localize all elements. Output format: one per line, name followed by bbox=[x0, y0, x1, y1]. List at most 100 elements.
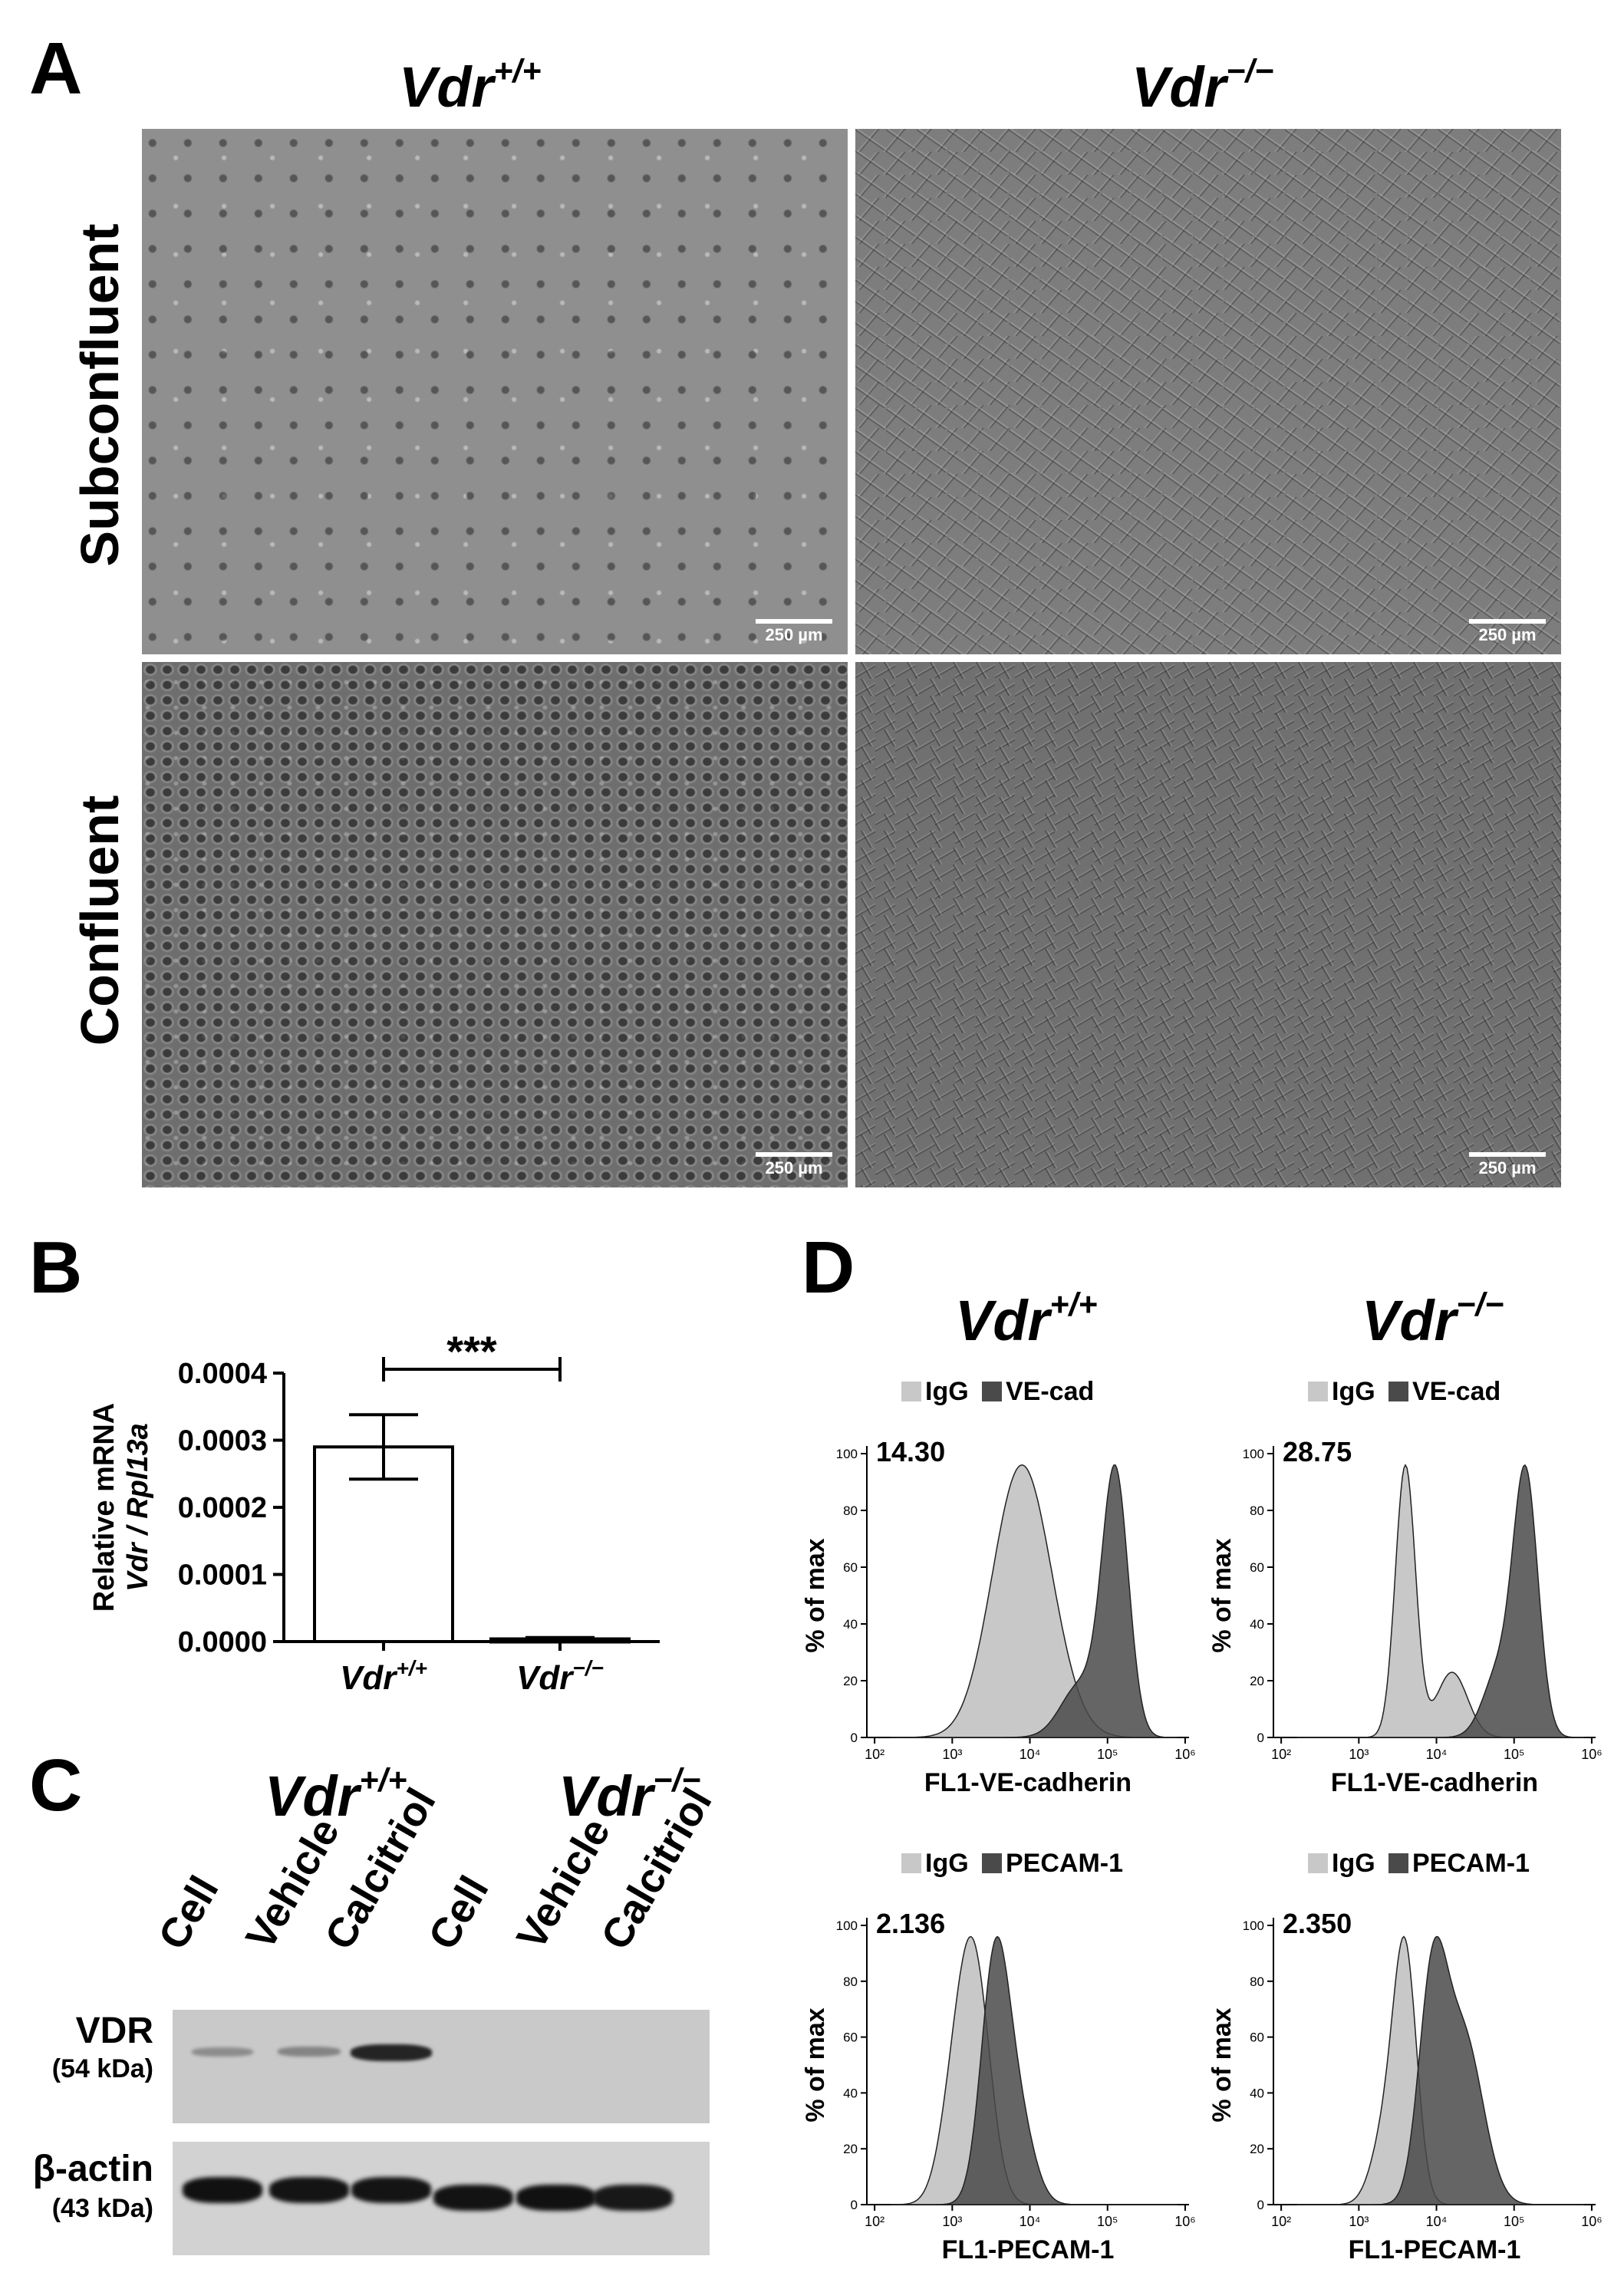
scale-bar: 250 µm bbox=[756, 1152, 832, 1178]
x-tick-label: 10⁶ bbox=[1581, 1747, 1602, 1762]
vdr-label: VDR bbox=[75, 2011, 153, 2051]
y-tick-label: 0.0000 bbox=[178, 1626, 267, 1658]
legend-igg: IgG bbox=[1332, 1849, 1375, 1878]
x-tick-label: 10⁶ bbox=[1174, 2214, 1195, 2229]
histogram-pecam-ko: IgG PECAM-1 0 20 40 60 80 100 10² 10³ 10⁴ 10⁵ 10⁶ % o… bbox=[1207, 1849, 1603, 2264]
y-tick-label: 0.0001 bbox=[178, 1559, 267, 1592]
y-tick-label: 0.0004 bbox=[178, 1358, 267, 1390]
y-tick-label: 40 bbox=[1250, 2086, 1264, 2100]
y-tick-label: 100 bbox=[836, 1918, 858, 1933]
panel-d-col-wt: Vdr+/+ bbox=[955, 1286, 1098, 1353]
y-tick-label: 40 bbox=[1250, 1617, 1264, 1632]
x-axis-label: FL1-VE-cadherin bbox=[1331, 1768, 1538, 1797]
panel-c-group-ko: Vdr−/− bbox=[558, 1762, 701, 1829]
y-tick-label: 100 bbox=[1243, 1447, 1264, 1461]
y-tick-label: 0 bbox=[1257, 1731, 1264, 1745]
actin-band bbox=[516, 2185, 596, 2211]
y-tick-label: 0.0003 bbox=[178, 1425, 267, 1457]
micrograph-subconfluent-wt: 250 µm bbox=[142, 129, 848, 654]
panel-a-row-confluent: Confluent bbox=[70, 795, 130, 1046]
y-tick-label: 20 bbox=[843, 1674, 858, 1688]
x-tick-label: 10³ bbox=[942, 1747, 962, 1762]
y-tick-label: 40 bbox=[843, 2086, 858, 2100]
value-label: 14.30 bbox=[876, 1436, 945, 1467]
legend-swatch-stain bbox=[1388, 1382, 1408, 1401]
y-tick-label: 20 bbox=[1250, 1674, 1264, 1688]
actin-band bbox=[433, 2185, 513, 2211]
y-tick-label: 0 bbox=[851, 2198, 858, 2212]
legend-swatch-igg bbox=[901, 1382, 921, 1401]
vdr-band bbox=[351, 2044, 432, 2061]
significance-stars: *** bbox=[446, 1327, 497, 1375]
y-tick-label: 60 bbox=[843, 2030, 858, 2045]
histogram-stain bbox=[890, 1464, 1178, 1738]
y-tick-label: 80 bbox=[843, 1503, 858, 1518]
legend-swatch-stain bbox=[982, 1382, 1002, 1401]
panel-b-bar-chart: 0.0000 0.0001 0.0002 0.0003 0.0004 Relative m… bbox=[88, 1327, 660, 1697]
x-tick-label: 10⁴ bbox=[1426, 2214, 1448, 2229]
actin-band bbox=[183, 2177, 262, 2203]
x-tick-label: 10⁵ bbox=[1504, 1747, 1524, 1762]
legend-stain: VE-cad bbox=[1412, 1377, 1500, 1406]
x-tick-label: 10⁶ bbox=[1174, 1747, 1195, 1762]
vdr-band bbox=[192, 2047, 253, 2057]
y-tick-label: 20 bbox=[1250, 2142, 1264, 2156]
x-tick-label: 10⁴ bbox=[1020, 2214, 1041, 2229]
histogram-stain bbox=[1296, 1935, 1584, 2205]
legend-stain: PECAM-1 bbox=[1006, 1849, 1123, 1878]
y-tick-label: 0 bbox=[1257, 2198, 1264, 2212]
actin-band bbox=[351, 2177, 431, 2203]
y-axis-label: % of max bbox=[1207, 1538, 1237, 1652]
panel-a-col-wt: Vdr+/+ bbox=[399, 53, 542, 120]
histogram-vecad-ko: IgG VE-cad 0 20 40 60 80 100 10² 10³ 10⁴ 10⁵ 10⁶ % of… bbox=[1207, 1377, 1603, 1797]
y-tick-label: 100 bbox=[1243, 1918, 1264, 1933]
panel-d-label: D bbox=[802, 1227, 855, 1309]
bar-chart-plot: 0.0000 0.0001 0.0002 0.0003 0.0004 Relative m… bbox=[88, 1327, 660, 1697]
histogram-vecad-wt: IgG VE-cad 0 20 40 60 80 100 10² 10³ 10⁴ 10⁵ 10⁶ % of… bbox=[801, 1377, 1196, 1797]
x-tick-label: 10² bbox=[865, 1747, 884, 1762]
panel-c-label: C bbox=[29, 1744, 83, 1826]
x-tick-label: Vdr−/− bbox=[516, 1656, 604, 1697]
value-label: 2.136 bbox=[876, 1908, 945, 1939]
y-tick-label: 0.0002 bbox=[178, 1492, 267, 1524]
y-tick-label: 80 bbox=[843, 1974, 858, 1989]
histogram-pecam-wt: IgG PECAM-1 0 20 40 60 80 100 10² 10³ 10⁴ 10⁵ 10⁶ % o… bbox=[801, 1849, 1196, 2264]
y-tick-label: 60 bbox=[1250, 1560, 1264, 1575]
panel-a-label: A bbox=[29, 28, 83, 110]
scale-bar: 250 µm bbox=[1469, 1152, 1546, 1178]
scale-bar: 250 µm bbox=[1469, 619, 1546, 645]
value-label: 28.75 bbox=[1283, 1436, 1352, 1467]
x-tick-label: 10⁵ bbox=[1097, 2214, 1118, 2229]
y-tick-label: 40 bbox=[843, 1617, 858, 1632]
x-tick-label: 10⁵ bbox=[1097, 1747, 1118, 1762]
y-tick-label: 0 bbox=[851, 1731, 858, 1745]
x-tick-label: 10³ bbox=[942, 2214, 962, 2229]
histogram-stain bbox=[1296, 1464, 1584, 1738]
x-tick-label: 10⁴ bbox=[1426, 1747, 1448, 1762]
y-tick-label: 80 bbox=[1250, 1503, 1264, 1518]
scale-bar: 250 µm bbox=[756, 619, 832, 645]
x-axis-label: FL1-PECAM-1 bbox=[1349, 2235, 1521, 2264]
y-axis-label: % of max bbox=[1207, 2007, 1237, 2122]
y-axis-label-line1: Relative mRNA bbox=[88, 1403, 120, 1612]
panel-d-col-ko: Vdr−/− bbox=[1362, 1286, 1504, 1353]
micrograph-confluent-ko: 250 µm bbox=[855, 662, 1561, 1187]
x-tick-label: 10³ bbox=[1349, 1747, 1369, 1762]
micrograph-subconfluent-ko: 250 µm bbox=[855, 129, 1561, 654]
actin-band bbox=[593, 2185, 673, 2211]
legend-swatch-igg bbox=[901, 1853, 921, 1873]
panel-a-row-subconfluent: Subconfluent bbox=[70, 223, 130, 567]
x-tick-label: 10³ bbox=[1349, 2214, 1369, 2229]
panel-c-group-wt: Vdr+/+ bbox=[265, 1762, 407, 1829]
x-tick-label: 10⁵ bbox=[1504, 2214, 1524, 2229]
vdr-band bbox=[278, 2047, 341, 2057]
legend-igg: IgG bbox=[925, 1849, 969, 1878]
x-tick-label: 10⁶ bbox=[1581, 2214, 1602, 2229]
legend-stain: PECAM-1 bbox=[1412, 1849, 1530, 1878]
panel-a-col-ko: Vdr−/− bbox=[1132, 53, 1274, 120]
y-tick-label: 60 bbox=[1250, 2030, 1264, 2045]
lane-label: Cell bbox=[420, 1868, 498, 1958]
western-blot-actin bbox=[173, 2142, 710, 2255]
panel-b-label: B bbox=[29, 1227, 83, 1309]
lane-label: Cell bbox=[150, 1868, 228, 1958]
